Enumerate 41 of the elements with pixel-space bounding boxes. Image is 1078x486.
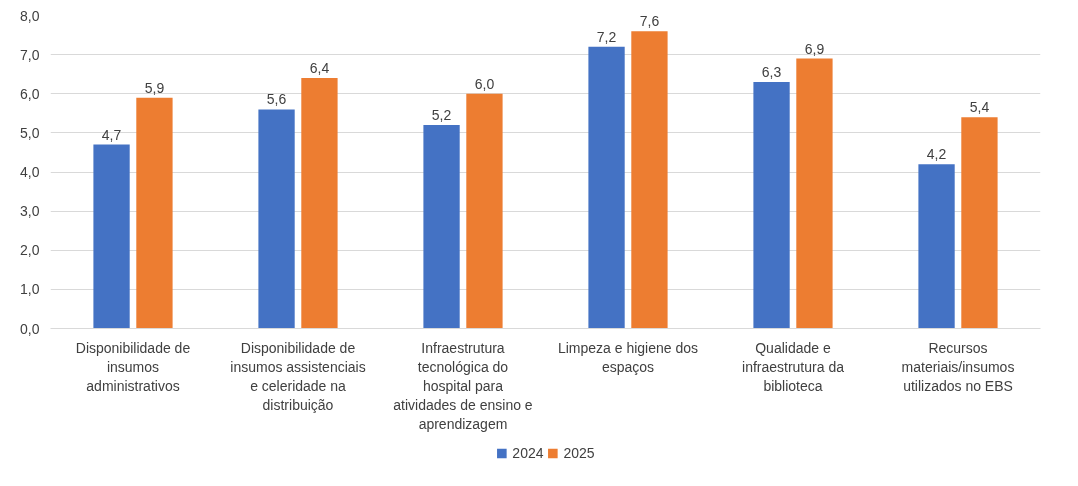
bar [301, 78, 338, 329]
bar [961, 117, 998, 329]
x-tick-label: Limpeza e higiene dos espaços [557, 339, 699, 375]
data-label: 5,2 [431, 107, 452, 124]
x-tick-label: Recursos materiais/insumos utilizados no EBS [901, 339, 1015, 394]
x-tick-label: Disponibilidade de insumos administrativos [75, 339, 191, 394]
data-label: 6,3 [761, 64, 782, 81]
data-label: 5,6 [266, 91, 287, 108]
y-tick-label: 1,0 [20, 281, 40, 298]
bar [631, 31, 668, 329]
data-label: 7,6 [639, 13, 660, 30]
bar [588, 46, 625, 329]
data-label: 6,9 [804, 40, 825, 57]
bar [423, 125, 460, 329]
y-tick-label: 4,0 [20, 164, 40, 180]
data-label: 6,0 [474, 75, 495, 92]
bar [796, 58, 833, 329]
y-tick-label: 8,0 [20, 7, 40, 24]
bar [753, 82, 790, 329]
data-label: 5,4 [969, 99, 990, 116]
y-tick-label: 0,0 [20, 320, 40, 337]
x-tick-label: Qualidade e infraestrutura da biblioteca [742, 339, 845, 394]
y-tick-label: 2,0 [20, 242, 40, 259]
y-tick-label: 3,0 [20, 203, 40, 220]
data-label: 4,2 [926, 146, 947, 163]
legend-label: 2024 [512, 444, 544, 461]
y-tick-label: 6,0 [20, 85, 40, 102]
bar [93, 144, 130, 329]
data-label: 6,4 [309, 60, 330, 77]
x-tick-label: Disponibilidade de insumos assistenciais e celeridade na distribuição [230, 339, 366, 414]
y-tick-label: 5,0 [20, 124, 40, 141]
y-tick-label: 7,0 [20, 46, 40, 63]
data-label: 5,9 [144, 79, 165, 96]
data-label: 4,7 [101, 126, 122, 143]
bar [918, 164, 955, 329]
legend-label: 2025 [563, 444, 595, 461]
bar [466, 93, 503, 329]
data-label: 7,2 [596, 28, 617, 45]
x-tick-label: Infraestrutura tecnológica do hospital para atividades de ensino e aprendizagem [393, 339, 533, 433]
bar [258, 109, 295, 329]
bar [136, 97, 173, 329]
